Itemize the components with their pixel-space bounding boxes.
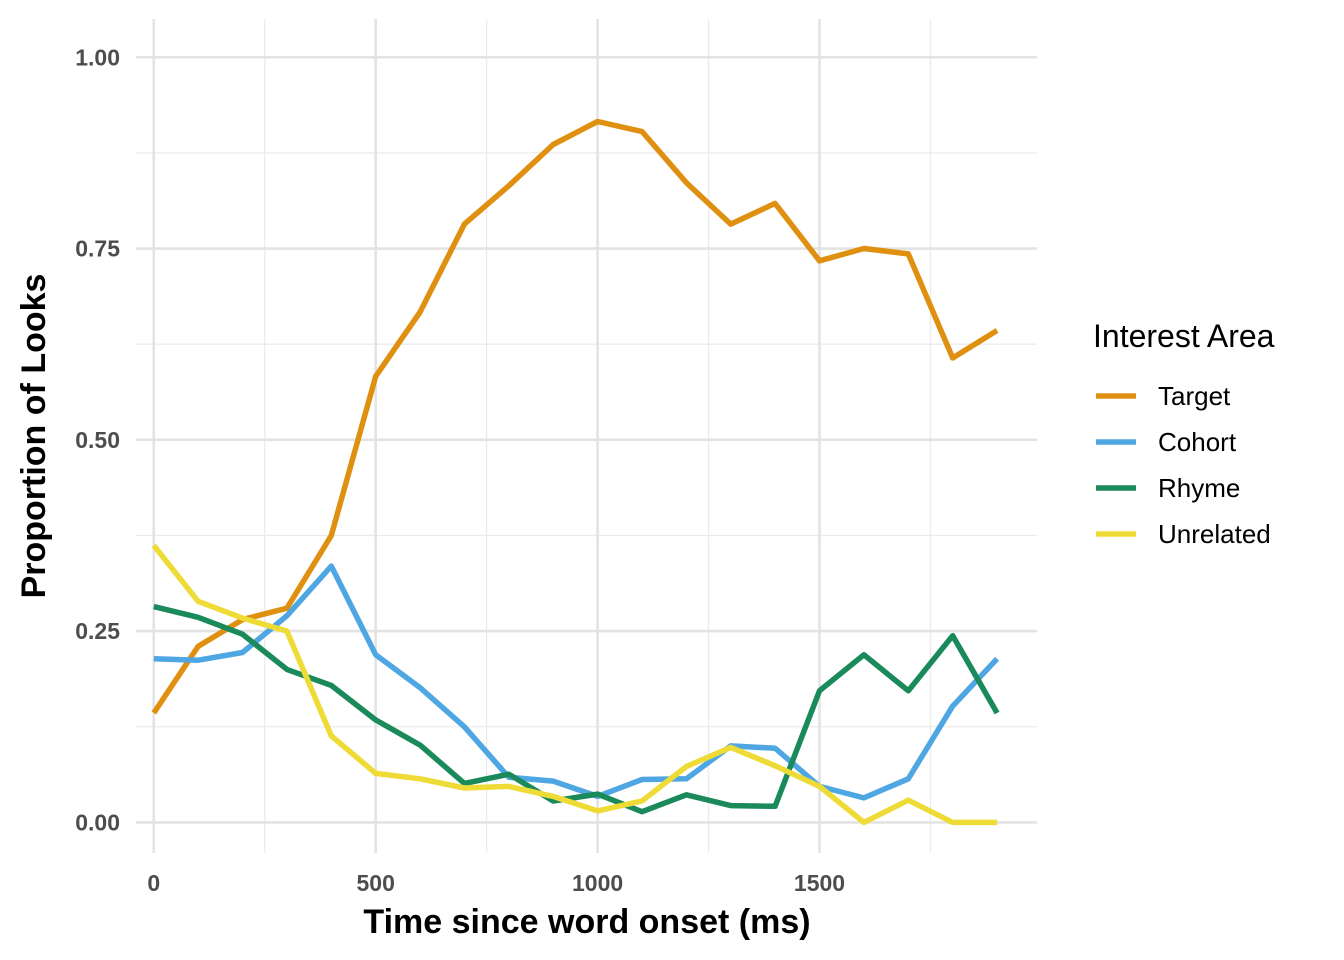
x-tick-label: 500 [356,870,394,896]
x-tick-label: 0 [147,870,160,896]
tick-labels: 0 500 1000 1500 0.00 0.25 0.50 0.75 1.00 [75,44,845,896]
y-tick-label: 1.00 [75,44,120,70]
series-line-cohort [153,563,1000,801]
series-lines [151,118,1000,826]
legend-title: Interest Area [1093,318,1275,354]
legend-label-target: Target [1158,381,1231,411]
y-axis-title: Proportion of Looks [15,274,53,599]
series-line-unrelated [151,543,998,826]
series-line-target [151,118,999,715]
x-tick-label: 1500 [794,870,845,896]
legend-label-cohort: Cohort [1158,427,1237,457]
grid [136,19,1037,853]
legend-label-unrelated: Unrelated [1158,519,1271,549]
x-axis-title: Time since word onset (ms) [363,903,810,941]
series-line-rhyme [153,603,1000,815]
legend-label-rhyme: Rhyme [1158,473,1240,503]
y-tick-label: 0.25 [75,618,120,644]
y-tick-label: 0.75 [75,236,120,262]
y-tick-label: 0.50 [75,427,120,453]
legend: Interest Area Target Cohort Rhyme Unrelated [1093,318,1275,549]
x-tick-label: 1000 [572,870,623,896]
y-tick-label: 0.00 [75,809,120,835]
